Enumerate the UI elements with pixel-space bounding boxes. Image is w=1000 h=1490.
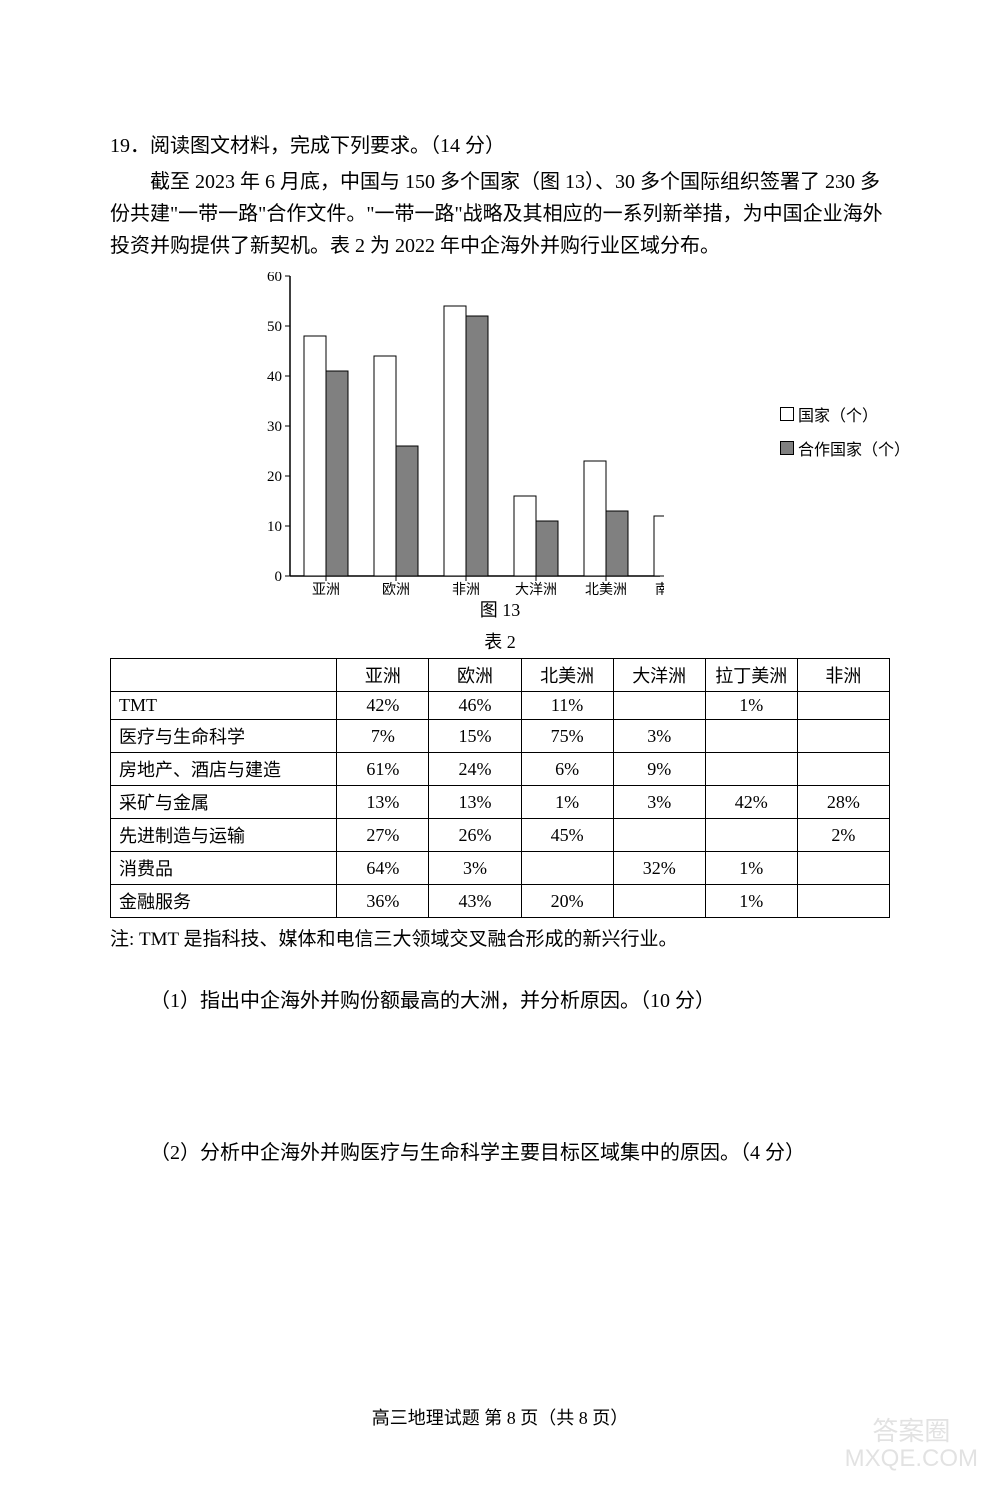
legend-label-1: 国家（个） (798, 402, 878, 426)
legend-box-empty-icon (780, 407, 794, 421)
table-caption: 表 2 (110, 628, 890, 654)
table-cell: 42% (337, 692, 429, 720)
table-cell: 43% (429, 885, 521, 918)
table-cell (797, 692, 889, 720)
legend-label-2: 合作国家（个） (798, 436, 910, 460)
table-cell: 15% (429, 720, 521, 753)
table-cell: 24% (429, 753, 521, 786)
table-cell: 3% (429, 852, 521, 885)
table-cell: 6% (521, 753, 613, 786)
question-number: 19． (110, 135, 150, 157)
bar-chart: 0102030405060亚洲欧洲非洲大洋洲北美洲南美洲 国家（个） 合作国家（… (260, 272, 780, 592)
table-cell (521, 852, 613, 885)
table-row: 采矿与金属13%13%1%3%42%28% (111, 786, 890, 819)
table-header-cell: 大洋洲 (613, 659, 705, 692)
table-cell (705, 720, 797, 753)
table-note: 注: TMT 是指科技、媒体和电信三大领域交叉融合形成的新兴行业。 (110, 926, 890, 955)
chart-legend: 国家（个） 合作国家（个） (780, 402, 910, 470)
table-cell: 32% (613, 852, 705, 885)
table-cell: 61% (337, 753, 429, 786)
watermark-cn: 答案圈 (845, 1417, 978, 1446)
legend-box-filled-icon (780, 441, 794, 455)
watermark: 答案圈 MXQE.COM (845, 1417, 978, 1472)
table-cell (613, 819, 705, 852)
svg-text:0: 0 (275, 569, 283, 585)
svg-text:北美洲: 北美洲 (585, 582, 627, 598)
svg-text:欧洲: 欧洲 (382, 582, 410, 598)
table-cell: 27% (337, 819, 429, 852)
table-cell: 1% (705, 885, 797, 918)
table-cell (613, 692, 705, 720)
table-cell (797, 852, 889, 885)
table-cell: 42% (705, 786, 797, 819)
table-row: 消费品64%3% 32%1% (111, 852, 890, 885)
table-row: 先进制造与运输27%26%45% 2% (111, 819, 890, 852)
table-cell: 45% (521, 819, 613, 852)
table-cell: 3% (613, 720, 705, 753)
svg-text:50: 50 (267, 319, 282, 335)
table-header-cell: 欧洲 (429, 659, 521, 692)
table-header-cell: 非洲 (797, 659, 889, 692)
legend-item-2: 合作国家（个） (780, 436, 910, 460)
table-cell: 1% (705, 692, 797, 720)
table-header-cell: 北美洲 (521, 659, 613, 692)
table-header-cell: 亚洲 (337, 659, 429, 692)
table-header-cell: 拉丁美洲 (705, 659, 797, 692)
question-paragraph: 截至 2023 年 6 月底，中国与 150 多个国家（图 13）、30 多个国… (110, 166, 890, 262)
table-cell (705, 819, 797, 852)
table-cell: 7% (337, 720, 429, 753)
table-row: 医疗与生命科学7%15%75%3% (111, 720, 890, 753)
table-cell: 1% (705, 852, 797, 885)
table-cell: 46% (429, 692, 521, 720)
svg-text:20: 20 (267, 469, 282, 485)
data-table: 亚洲欧洲北美洲大洋洲拉丁美洲非洲TMT42%46%11%1%医疗与生命科学7%1… (110, 658, 890, 918)
table-cell (797, 753, 889, 786)
table-cell: 64% (337, 852, 429, 885)
table-cell: 13% (429, 786, 521, 819)
table-row: TMT42%46%11% 1% (111, 692, 890, 720)
table-cell: 2% (797, 819, 889, 852)
watermark-en: MXQE.COM (845, 1446, 978, 1472)
table-cell (797, 885, 889, 918)
subquestion-2: （2）分析中企海外并购医疗与生命科学主要目标区域集中的原因。（4 分） (110, 1137, 890, 1169)
table-row: 金融服务36%43%20% 1% (111, 885, 890, 918)
table-cell: 采矿与金属 (111, 786, 337, 819)
svg-text:南美洲: 南美洲 (655, 582, 664, 598)
table-cell: 3% (613, 786, 705, 819)
table-cell: 28% (797, 786, 889, 819)
question-title: 阅读图文材料，完成下列要求。（14 分） (150, 135, 505, 157)
chart-caption: 图 13 (220, 596, 780, 622)
subquestion-1: （1）指出中企海外并购份额最高的大洲，并分析原因。（10 分） (110, 985, 890, 1017)
svg-text:10: 10 (267, 519, 282, 535)
table-cell: 75% (521, 720, 613, 753)
table-cell: 9% (613, 753, 705, 786)
question-header: 19．阅读图文材料，完成下列要求。（14 分） (110, 130, 890, 162)
svg-text:40: 40 (267, 369, 282, 385)
svg-text:非洲: 非洲 (452, 582, 480, 598)
table-cell (613, 885, 705, 918)
table-cell: 26% (429, 819, 521, 852)
table-cell: 金融服务 (111, 885, 337, 918)
table-cell: 先进制造与运输 (111, 819, 337, 852)
table-cell: 36% (337, 885, 429, 918)
table-cell: 11% (521, 692, 613, 720)
svg-text:亚洲: 亚洲 (312, 583, 340, 598)
table-cell (705, 753, 797, 786)
table-cell: TMT (111, 692, 337, 720)
svg-text:30: 30 (267, 419, 282, 435)
table-cell: 消费品 (111, 852, 337, 885)
table-cell: 房地产、酒店与建造 (111, 753, 337, 786)
bar-chart-svg: 0 10 20 30 40 50 60 亚洲 欧洲 非洲 大洋洲 北美洲 南美洲 (260, 272, 664, 598)
legend-item-1: 国家（个） (780, 402, 910, 426)
table-row: 房地产、酒店与建造61%24%6%9% (111, 753, 890, 786)
table-cell: 1% (521, 786, 613, 819)
table-cell: 20% (521, 885, 613, 918)
svg-text:大洋洲: 大洋洲 (515, 582, 557, 598)
table-cell (797, 720, 889, 753)
table-cell: 医疗与生命科学 (111, 720, 337, 753)
table-cell: 13% (337, 786, 429, 819)
table-header-cell (111, 659, 337, 692)
svg-text:60: 60 (267, 272, 282, 285)
bar-chart-container: 0102030405060亚洲欧洲非洲大洋洲北美洲南美洲 国家（个） 合作国家（… (220, 272, 780, 622)
